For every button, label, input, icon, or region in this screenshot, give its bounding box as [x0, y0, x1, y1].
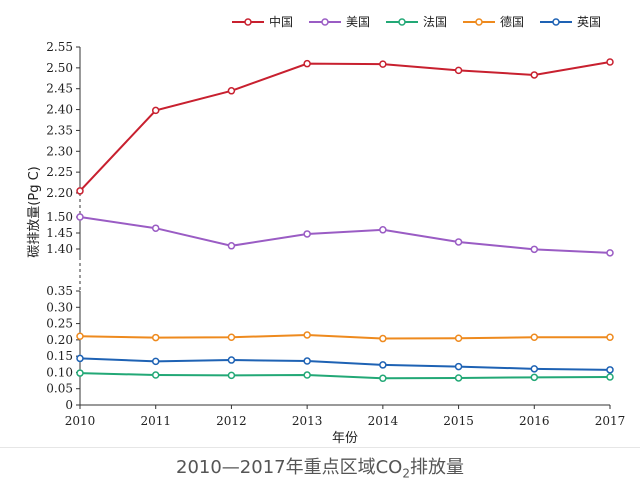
data-point [303, 59, 311, 68]
x-tick-label: 2016 [519, 414, 550, 428]
legend-label: 中国 [269, 14, 293, 29]
data-point [606, 58, 614, 66]
legend: 中国 美国 法国 德国 英国 [232, 14, 601, 29]
x-tick-label: 2011 [140, 414, 171, 428]
data-point [151, 224, 160, 232]
y-tick-label: 1.40 [46, 242, 73, 256]
data-point [76, 369, 84, 377]
data-point [530, 245, 539, 254]
legend-marker [321, 18, 329, 26]
data-point [227, 371, 236, 380]
y-tick-label: 0.05 [46, 382, 73, 396]
data-point [76, 332, 84, 341]
legend-marker [244, 18, 252, 26]
y-tick-label: 2.20 [46, 186, 73, 200]
caption-subscript: 2 [402, 466, 410, 481]
data-point [227, 87, 236, 95]
x-tick-label: 2013 [292, 414, 323, 428]
y-tick-label: 2.25 [46, 165, 73, 179]
data-point [227, 242, 236, 250]
data-point [454, 374, 463, 382]
data-point [379, 60, 387, 68]
data-point [379, 374, 387, 383]
data-point [530, 373, 539, 382]
data-point [76, 213, 84, 221]
data-point [454, 334, 463, 342]
line-chart: 中国 美国 法国 德国 英国 0 0.05 0.10 0.15 0.20 0.25 0.30 0.35… [27, 14, 625, 446]
data-point [379, 361, 387, 369]
data-point [303, 230, 311, 238]
data-point [76, 354, 84, 363]
y-tick-label: 2.55 [46, 40, 73, 54]
y-axis-title: 碳排放量(Pg C) [27, 166, 42, 257]
data-point [454, 362, 463, 371]
data-point [606, 373, 614, 381]
y-tick-label: 0.25 [46, 317, 73, 331]
series-line [79, 372, 611, 380]
y-tick-label: 2.45 [46, 82, 73, 96]
x-tick-label: 2014 [368, 414, 399, 428]
data-point [303, 357, 311, 365]
data-point [303, 371, 311, 379]
series-line [79, 216, 611, 254]
legend-label: 美国 [346, 15, 370, 29]
y-tick-label: 2.50 [46, 61, 73, 75]
caption-suffix: 排放量 [410, 457, 464, 478]
x-tick-label: 2015 [443, 414, 474, 428]
data-point [151, 371, 160, 379]
y-tick-label: 2.40 [46, 103, 73, 117]
data-point [454, 238, 463, 246]
data-point [151, 106, 160, 115]
data-point [454, 66, 463, 75]
x-tick-label: 2017 [595, 414, 626, 428]
x-tick-label: 2012 [216, 414, 247, 428]
y-tick-label: 0.35 [46, 284, 73, 298]
y-tick-label: 2.30 [46, 144, 73, 158]
separator-line [0, 447, 640, 448]
axes: 0 0.05 0.10 0.15 0.20 0.25 0.30 0.35 1.40 1.45 1.5… [46, 40, 625, 428]
data-point [227, 333, 236, 342]
data-point [151, 357, 160, 366]
legend-marker [475, 18, 483, 26]
y-tick-label: 1.50 [46, 210, 73, 224]
y-tick-label: 1.45 [46, 226, 73, 240]
series-line [79, 61, 611, 192]
y-tick-label: 0.30 [46, 300, 73, 314]
data-point [227, 356, 236, 364]
series-line [79, 333, 610, 340]
x-tick-label: 2010 [65, 414, 96, 428]
y-tick-label: 0.10 [46, 365, 73, 379]
data-point [530, 71, 539, 79]
legend-label: 德国 [500, 14, 524, 29]
data-point [303, 331, 311, 339]
data-point [379, 334, 387, 343]
data-point [151, 333, 160, 342]
legend-label: 英国 [577, 15, 601, 29]
data-point [530, 333, 539, 342]
y-tick-label: 0.20 [46, 333, 73, 347]
data-point [606, 366, 614, 374]
caption-text: 2010—2017年重点区域CO [176, 457, 403, 478]
legend-label: 法国 [423, 15, 447, 29]
data-point [76, 187, 84, 195]
series-line [79, 357, 611, 371]
y-tick-label: 0 [65, 398, 73, 412]
data-point [379, 226, 387, 234]
y-tick-label: 0.15 [46, 349, 73, 363]
data-point [606, 333, 614, 342]
data-point [606, 249, 614, 257]
legend-marker [552, 18, 560, 26]
figure-caption: 2010—2017年重点区域CO2排放量 [0, 453, 640, 481]
y-tick-label: 2.35 [46, 123, 73, 137]
data-point [530, 365, 539, 373]
legend-marker [398, 18, 406, 26]
x-axis-title: 年份 [332, 431, 358, 446]
series-group [76, 58, 614, 383]
